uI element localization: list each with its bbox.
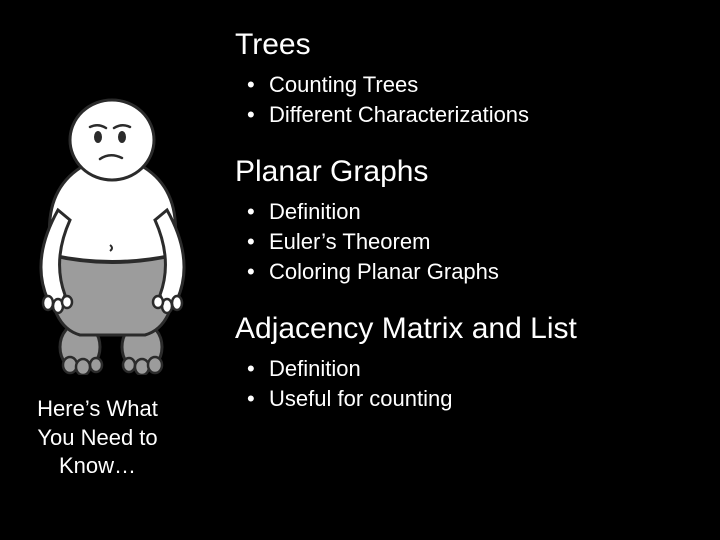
section-planar: Planar Graphs Definition Euler’s Theorem…: [235, 155, 705, 286]
section-adjacency: Adjacency Matrix and List Definition Use…: [235, 312, 705, 413]
heading-trees: Trees: [235, 28, 705, 62]
list-item: Counting Trees: [241, 70, 705, 100]
heading-adjacency: Adjacency Matrix and List: [235, 312, 705, 346]
list-adjacency: Definition Useful for counting: [241, 354, 705, 413]
caption-line: You Need to: [10, 424, 185, 453]
list-item: Definition: [241, 197, 705, 227]
caption-line: Know…: [10, 452, 185, 481]
list-item: Different Characterizations: [241, 100, 705, 130]
caption-line: Here’s What: [10, 395, 185, 424]
list-item: Coloring Planar Graphs: [241, 257, 705, 287]
caption: Here’s What You Need to Know…: [10, 395, 185, 481]
list-item: Useful for counting: [241, 384, 705, 414]
list-trees: Counting Trees Different Characterizatio…: [241, 70, 705, 129]
character-illustration: [30, 95, 195, 375]
left-column: Here’s What You Need to Know…: [0, 0, 230, 540]
heading-planar: Planar Graphs: [235, 155, 705, 189]
list-planar: Definition Euler’s Theorem Coloring Plan…: [241, 197, 705, 286]
list-item: Euler’s Theorem: [241, 227, 705, 257]
section-trees: Trees Counting Trees Different Character…: [235, 28, 705, 129]
list-item: Definition: [241, 354, 705, 384]
content-column: Trees Counting Trees Different Character…: [235, 28, 705, 440]
